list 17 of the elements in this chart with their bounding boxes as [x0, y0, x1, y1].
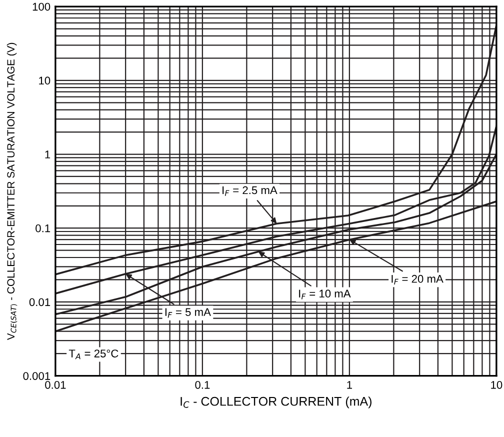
- annotation: I$_{F}$ = 20 mA: [392, 274, 444, 284]
- annotation: I$_{F}$ = 5 mA: [165, 308, 211, 318]
- y-tick-label: 0.01: [29, 298, 50, 306]
- x-tick-label: 10: [491, 380, 502, 389]
- y-tick-label: 1: [45, 150, 50, 158]
- y-tick-label: 0.1: [36, 224, 50, 232]
- y-tick-label: 10: [39, 76, 50, 85]
- y-axis-title: V$_{CE(SAT)}$ - COLLECTOR-EMITTER SATURATION VOLTAGE (V): [6, 42, 18, 340]
- y-tick-label: 0.001: [23, 372, 50, 380]
- x-tick-label: 0.1: [195, 380, 210, 389]
- annotation: T$_{A}$ = 25°C: [68, 350, 118, 360]
- x-tick-label: 1: [347, 381, 352, 389]
- annotation: I$_{F}$ = 10 mA: [299, 290, 351, 300]
- annotation: I$_{F}$ = 2.5 mA: [222, 186, 278, 196]
- x-axis-title: I$_{C}$ - COLLECTOR CURRENT (mA): [180, 396, 372, 408]
- x-tick-label: 0.01: [45, 380, 66, 389]
- y-tick-label: 100: [32, 2, 50, 11]
